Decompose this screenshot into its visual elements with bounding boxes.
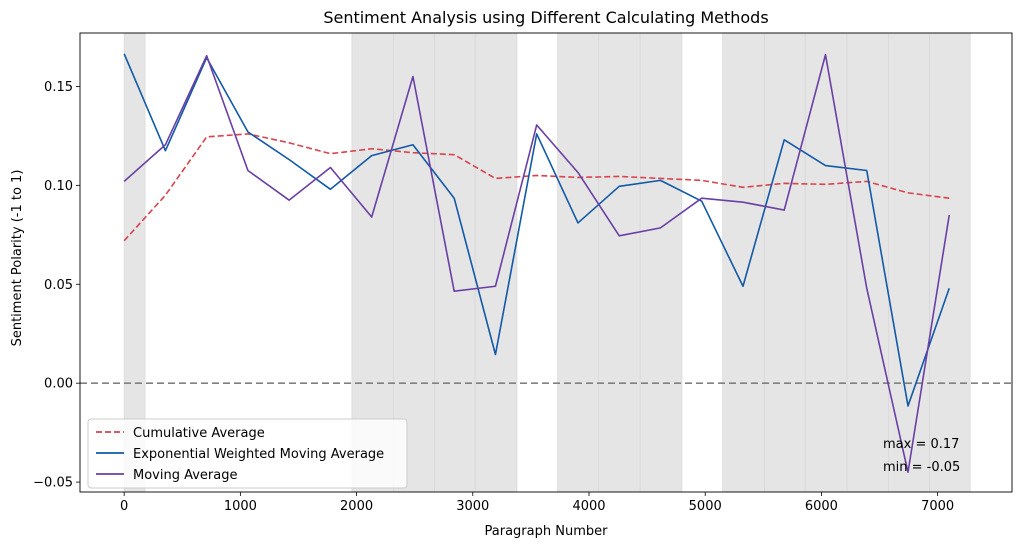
y-tick-label: 0.00	[44, 377, 73, 392]
shaded-region-8	[722, 32, 765, 493]
x-tick-label: 4000	[572, 499, 605, 514]
shaded-region-6	[597, 32, 641, 493]
axes-frame	[79, 32, 1013, 493]
shaded-region-9	[764, 32, 806, 493]
x-tick-label: 5000	[689, 499, 722, 514]
series-moving-average	[123, 53, 951, 474]
y-axis-label: Sentiment Polarity (-1 to 1)	[10, 170, 25, 347]
shaded-region-13	[929, 32, 971, 493]
series-cumulative-average	[123, 133, 950, 242]
legend: Cumulative Average Exponential Weighted …	[87, 418, 408, 489]
series-lines	[123, 53, 951, 474]
shaded-region-10	[804, 32, 848, 493]
max-annotation: max = 0.17	[883, 437, 959, 452]
shaded-region-3	[434, 32, 476, 493]
x-tick-label: 0	[120, 499, 128, 514]
y-tick-label: 0.10	[44, 179, 73, 194]
legend-label-cumulative: Cumulative Average	[133, 426, 265, 441]
x-tick-label: 7000	[921, 499, 954, 514]
shaded-region-7	[639, 32, 683, 493]
legend-label-moving-average: Moving Average	[133, 468, 237, 483]
shaded-region-4	[474, 32, 518, 493]
y-tick-label: 0.15	[44, 80, 73, 95]
x-tick-label: 2000	[340, 499, 373, 514]
shaded-region-5	[557, 32, 599, 493]
x-tick-label: 3000	[456, 499, 489, 514]
legend-label-ewma: Exponential Weighted Moving Average	[133, 447, 384, 462]
y-tick-label: −0.05	[33, 476, 73, 491]
shaded-regions	[123, 32, 971, 493]
min-annotation: min = -0.05	[883, 460, 960, 475]
series-exponential-weighted-moving-average	[123, 53, 951, 407]
x-axis-label: Paragraph Number	[485, 524, 609, 539]
x-tick-label: 1000	[224, 499, 257, 514]
axis-ticks: 0 1000 2000 3000 4000 5000 6000 7000 −0.05 0.00 0.…	[33, 80, 954, 514]
chart-title: Sentiment Analysis using Different Calcu…	[323, 8, 768, 27]
shaded-region-11	[846, 32, 890, 493]
legend-box	[87, 418, 408, 489]
shaded-region-12	[888, 32, 930, 493]
plot-area-border	[79, 32, 1013, 493]
x-tick-label: 6000	[805, 499, 838, 514]
y-tick-label: 0.05	[44, 278, 73, 293]
